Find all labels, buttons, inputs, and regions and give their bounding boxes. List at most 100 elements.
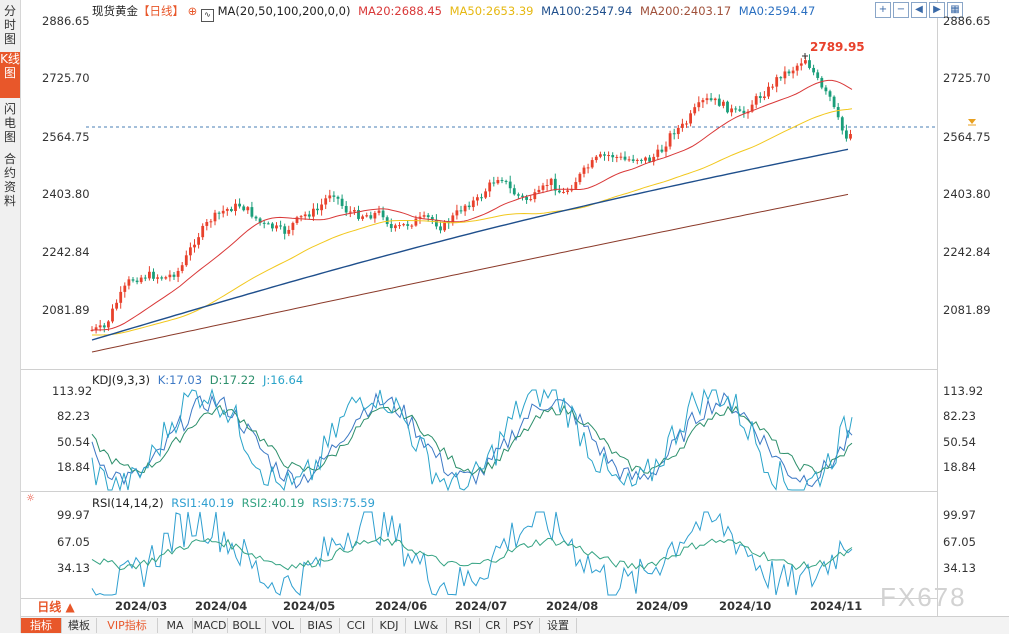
candle-body [529, 199, 533, 201]
ma50-value: MA50:2653.39 [449, 4, 534, 18]
pane-divider-rsi [21, 491, 938, 492]
zoom-icon[interactable]: ⊕ [187, 4, 198, 18]
tab-bias[interactable]: BIAS [301, 618, 340, 633]
candle-body [389, 224, 393, 229]
tab-ma[interactable]: MA [158, 618, 193, 633]
kdj-j-value: J:16.64 [263, 373, 304, 387]
ma200-line [91, 193, 849, 353]
tab-cr[interactable]: CR [480, 618, 507, 633]
candle-body [726, 101, 729, 113]
candle-body [410, 225, 414, 227]
candle-body [295, 217, 299, 223]
zoom-in-button[interactable]: + [875, 2, 891, 18]
candle-body [537, 189, 541, 193]
price-tick-right: 2242.84 [943, 245, 991, 259]
candle-body [763, 96, 766, 98]
rsi3-line [91, 536, 853, 571]
candle-body [742, 110, 746, 114]
candle-body [123, 285, 127, 292]
tab-lightning[interactable]: 闪电图 [3, 102, 16, 144]
candle-body [607, 155, 610, 157]
candle-body [672, 133, 676, 135]
candle-body [234, 203, 237, 212]
tab-kdj[interactable]: KDJ [373, 618, 406, 633]
candle-body [135, 280, 139, 283]
price-tick-left: 2081.89 [42, 303, 90, 317]
candle-body [578, 173, 582, 183]
zoom-out-button[interactable]: − [893, 2, 909, 18]
price-tick-left: 2725.70 [42, 71, 90, 85]
ma-params: MA(20,50,100,200,0,0) [217, 4, 351, 18]
tab-templates[interactable]: 模板 [62, 618, 97, 633]
chart-canvas[interactable] [21, 0, 1009, 600]
candle-body [640, 159, 643, 161]
period-selector[interactable]: 日线 ▲ [37, 600, 75, 614]
candle-body [242, 206, 246, 211]
candle-body [455, 210, 459, 216]
candle-body [660, 149, 664, 152]
candle-body [439, 226, 442, 231]
candle-body [131, 279, 135, 281]
x-axis-label: 2024/04 [195, 599, 248, 613]
kdj-k-value: K:17.03 [157, 373, 203, 387]
tab-intraday[interactable]: 分时图 [3, 4, 16, 46]
max-price-label: 2789.95 [810, 40, 865, 54]
candle-body [553, 178, 557, 191]
candle-body [102, 325, 106, 328]
candle-body [336, 196, 340, 199]
tab-lwr[interactable]: LW& [406, 618, 447, 633]
tab-boll[interactable]: BOLL [228, 618, 266, 633]
symbol-name: 现货黄金 [92, 4, 138, 18]
candle-body [517, 194, 520, 196]
tab-macd[interactable]: MACD [193, 618, 228, 633]
candle-body [176, 270, 180, 277]
tab-rsi[interactable]: RSI [447, 618, 480, 633]
candle-body [619, 156, 623, 158]
candle-body [406, 224, 410, 226]
candle-body [754, 96, 758, 105]
scroll-right-button[interactable]: ▶ [929, 2, 945, 18]
sun-icon[interactable]: ☼ [26, 493, 35, 504]
candle-body [394, 225, 397, 229]
candle-body [307, 214, 311, 217]
tab-vol[interactable]: VOL [266, 618, 301, 633]
kdj-tick-right: 82.23 [943, 409, 976, 423]
x-axis-label: 2024/09 [636, 599, 689, 613]
tab-cci[interactable]: CCI [340, 618, 373, 633]
candle-body [139, 277, 143, 283]
price-tick-right: 2725.70 [943, 71, 991, 85]
candle-body [767, 86, 770, 97]
candle-body [398, 225, 401, 227]
price-tick-left: 2403.80 [42, 187, 90, 201]
grid-toggle-button[interactable]: ▦ [947, 2, 963, 18]
candle-body [849, 134, 852, 139]
candle-body [644, 157, 647, 161]
price-tick-left: 2886.65 [42, 14, 90, 28]
rsi1-line [91, 511, 853, 596]
candle-body [701, 100, 705, 103]
candle-body [283, 226, 287, 234]
price-tick-left: 2564.75 [42, 130, 90, 144]
period-selector-label: 日线 [37, 600, 62, 614]
candle-body [504, 180, 508, 182]
candle-body [373, 212, 377, 219]
tab-kline[interactable]: K线图 [0, 52, 20, 98]
candle-body [717, 98, 721, 106]
rsi3-value: RSI3:75.59 [312, 496, 375, 510]
tab-vip-indicators[interactable]: VIP指标 [97, 618, 158, 633]
tab-contract-info[interactable]: 合约资料 [3, 152, 16, 208]
candle-body [599, 154, 602, 157]
tab-indicators[interactable]: 指标 [21, 618, 62, 633]
candle-body [152, 271, 155, 279]
candle-body [586, 167, 590, 169]
scroll-left-button[interactable]: ◀ [911, 2, 927, 18]
rsi-tick-right: 67.05 [943, 535, 976, 549]
candle-body [418, 216, 422, 219]
candle-body [840, 117, 844, 131]
tab-settings[interactable]: 设置 [540, 618, 577, 633]
tab-psy[interactable]: PSY [507, 618, 540, 633]
candle-body [635, 159, 639, 161]
ma-toggle-icon[interactable]: ∿ [200, 9, 214, 22]
candle-body [783, 71, 787, 79]
candle-body [316, 208, 319, 211]
